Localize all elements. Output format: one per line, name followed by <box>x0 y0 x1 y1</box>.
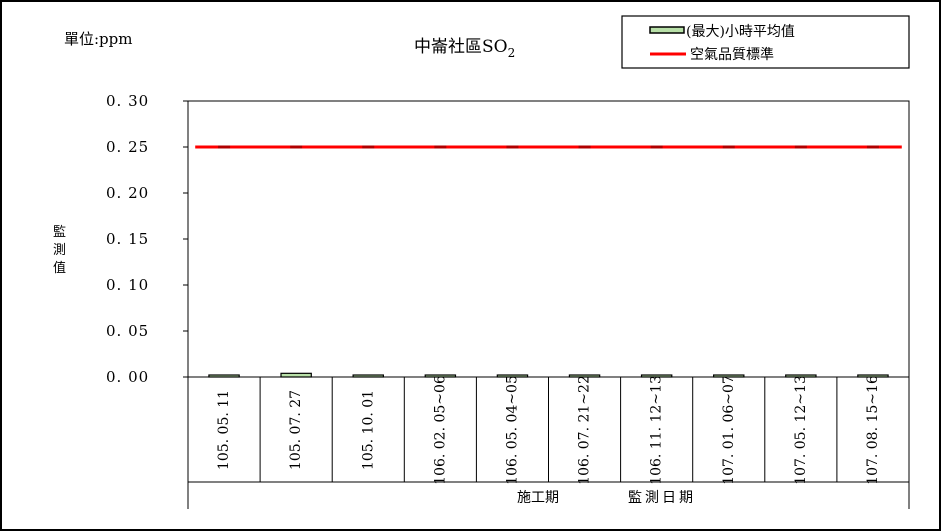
bar <box>785 374 817 378</box>
y-axis-label-char: 監 <box>53 224 66 240</box>
y-axis-label-char: 值 <box>53 260 66 276</box>
chart-title: 中崙社區SO2 <box>414 37 515 60</box>
x-tick-label: 105. 05. 11 <box>216 390 232 470</box>
x-tick-label: 106. 02. 05~06 <box>432 375 448 485</box>
x-tick-label: 106. 11. 12~13 <box>649 375 665 485</box>
y-tick-label: 0. 15 <box>106 230 149 248</box>
bar <box>424 374 457 378</box>
standard-point <box>794 145 807 149</box>
bar <box>857 374 889 378</box>
legend-bar-label: (最大)小時平均值 <box>686 24 795 40</box>
standard-point <box>434 145 447 149</box>
y-tick-label: 0. 05 <box>106 322 149 340</box>
legend-line-label: 空氣品質標準 <box>690 47 774 63</box>
unit-label: 單位:ppm <box>64 30 132 48</box>
bar <box>568 374 601 378</box>
standard-point <box>650 145 663 149</box>
legend: (最大)小時平均值 空氣品質標準 <box>621 15 910 69</box>
x-axis: 105. 05. 11 105. 07. 27 105. 10. 01 106. 02… <box>187 375 910 509</box>
chart-title-subscript: 2 <box>508 46 516 60</box>
x-tick-label: 105. 10. 01 <box>360 390 376 470</box>
y-axis: 0. 30 0. 25 0. 20 0. 15 0. 10 0. 05 0. 00 <box>106 92 188 386</box>
y-tick-label: 0. 10 <box>106 276 149 294</box>
y-tick-label: 0. 30 <box>106 92 149 110</box>
x-axis-label-date: 監測日期 <box>628 489 696 506</box>
standard-point <box>362 145 375 149</box>
x-tick-label: 106. 05. 04~05 <box>504 375 520 485</box>
x-axis-label-period: 施工期 <box>517 490 559 506</box>
y-tick-label: 0. 25 <box>106 138 149 156</box>
standard-point <box>722 145 735 149</box>
standard-point <box>218 145 231 149</box>
bar <box>496 374 529 378</box>
bar <box>280 372 312 378</box>
legend-bar-swatch <box>649 26 685 34</box>
y-tick-label: 0. 20 <box>106 184 149 202</box>
plot-area <box>187 100 910 378</box>
bar <box>640 374 673 378</box>
standard-point <box>578 145 591 149</box>
y-tick-label: 0. 00 <box>106 368 149 386</box>
x-tick-label: 107. 05. 12~13 <box>793 375 809 485</box>
x-tick-label: 107. 01. 06~07 <box>721 375 737 485</box>
x-tick-label: 105. 07. 27 <box>288 390 304 470</box>
y-axis-label-char: 測 <box>53 243 66 258</box>
bar <box>208 374 240 378</box>
bar-series <box>208 372 889 378</box>
standard-line-series <box>195 145 902 149</box>
standard-point <box>506 145 519 149</box>
bar <box>352 374 384 378</box>
bar <box>713 374 745 378</box>
standard-point <box>290 145 303 149</box>
legend-box <box>621 15 910 69</box>
x-tick-label: 106. 07. 21~22 <box>577 375 593 485</box>
standard-point <box>866 145 879 149</box>
y-axis-label: 監測值 <box>53 224 66 276</box>
x-tick-label: 107. 08. 15~16 <box>865 375 881 485</box>
